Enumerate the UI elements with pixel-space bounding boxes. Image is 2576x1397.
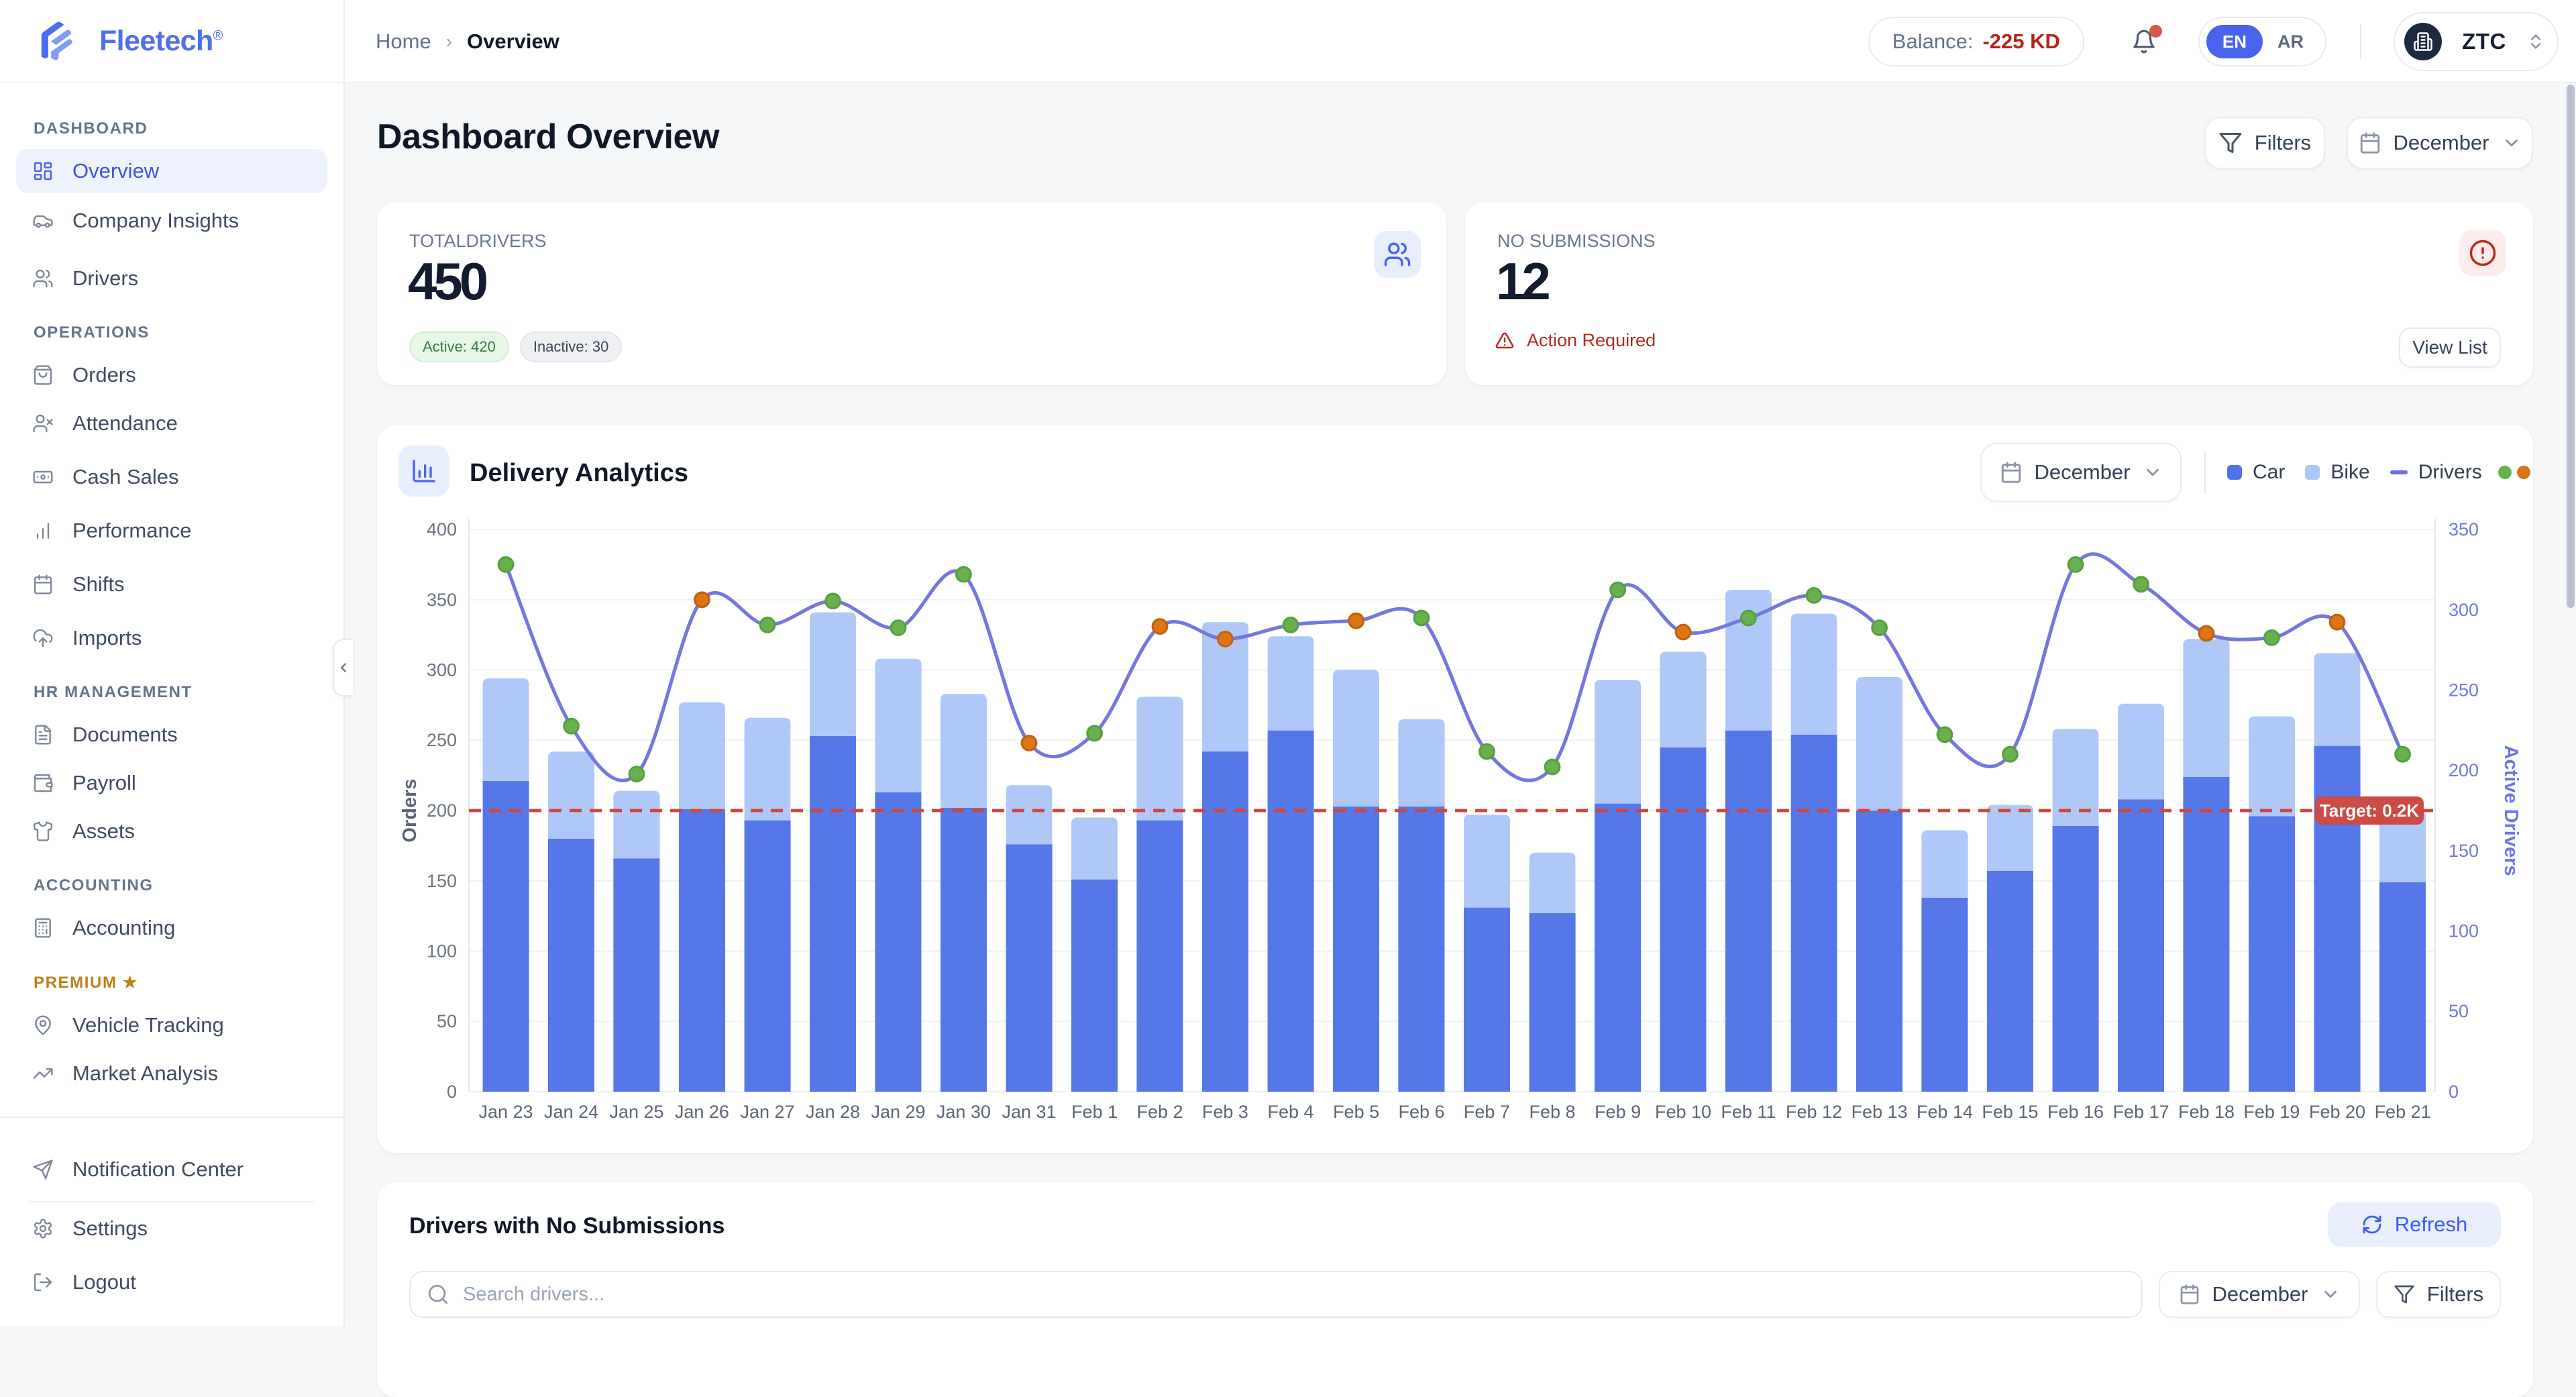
svg-text:Feb 6: Feb 6 bbox=[1398, 1102, 1444, 1122]
svg-text:Feb 2: Feb 2 bbox=[1136, 1102, 1183, 1122]
svg-text:Orders: Orders bbox=[399, 778, 421, 842]
svg-text:Jan 25: Jan 25 bbox=[609, 1102, 663, 1122]
svg-text:Feb 15: Feb 15 bbox=[1982, 1102, 2038, 1122]
svg-text:200: 200 bbox=[2449, 760, 2479, 780]
svg-text:Feb 17: Feb 17 bbox=[2113, 1102, 2169, 1122]
svg-text:Feb 13: Feb 13 bbox=[1851, 1102, 1908, 1122]
svg-text:Jan 24: Jan 24 bbox=[544, 1102, 598, 1122]
svg-text:250: 250 bbox=[2449, 680, 2479, 700]
svg-text:0: 0 bbox=[2449, 1082, 2459, 1102]
svg-text:Jan 23: Jan 23 bbox=[478, 1102, 533, 1122]
svg-text:Feb 8: Feb 8 bbox=[1529, 1102, 1575, 1122]
svg-text:50: 50 bbox=[437, 1011, 457, 1031]
svg-text:300: 300 bbox=[427, 660, 457, 680]
svg-text:Feb 10: Feb 10 bbox=[1655, 1102, 1711, 1122]
svg-text:200: 200 bbox=[427, 800, 457, 821]
svg-text:Feb 4: Feb 4 bbox=[1267, 1102, 1313, 1122]
svg-text:Feb 5: Feb 5 bbox=[1333, 1102, 1379, 1122]
svg-text:150: 150 bbox=[2449, 841, 2479, 861]
svg-text:Feb 9: Feb 9 bbox=[1595, 1102, 1641, 1122]
svg-text:350: 350 bbox=[427, 590, 457, 610]
svg-text:Feb 20: Feb 20 bbox=[2309, 1102, 2365, 1122]
svg-text:Feb 1: Feb 1 bbox=[1071, 1102, 1118, 1122]
svg-text:400: 400 bbox=[427, 519, 457, 539]
svg-text:Jan 30: Jan 30 bbox=[936, 1102, 991, 1122]
svg-text:50: 50 bbox=[2449, 1001, 2469, 1021]
svg-text:150: 150 bbox=[427, 871, 457, 891]
svg-text:250: 250 bbox=[427, 730, 457, 750]
svg-text:Feb 19: Feb 19 bbox=[2243, 1102, 2300, 1122]
svg-text:Jan 27: Jan 27 bbox=[740, 1102, 794, 1122]
svg-text:Target: 0.2K: Target: 0.2K bbox=[2320, 800, 2420, 821]
svg-text:300: 300 bbox=[2449, 600, 2479, 620]
svg-text:Jan 31: Jan 31 bbox=[1002, 1102, 1056, 1122]
svg-text:Feb 12: Feb 12 bbox=[1786, 1102, 1842, 1122]
svg-text:0: 0 bbox=[447, 1082, 457, 1102]
svg-text:100: 100 bbox=[427, 941, 457, 961]
svg-text:Feb 14: Feb 14 bbox=[1917, 1102, 1973, 1122]
svg-text:Jan 26: Jan 26 bbox=[675, 1102, 729, 1122]
svg-text:Jan 29: Jan 29 bbox=[871, 1102, 925, 1122]
svg-text:Feb 3: Feb 3 bbox=[1202, 1102, 1248, 1122]
svg-text:Feb 21: Feb 21 bbox=[2375, 1102, 2431, 1122]
svg-text:350: 350 bbox=[2449, 519, 2479, 539]
svg-text:Jan 28: Jan 28 bbox=[806, 1102, 860, 1122]
svg-text:Feb 11: Feb 11 bbox=[1721, 1102, 1776, 1122]
svg-text:Active Drivers: Active Drivers bbox=[2500, 745, 2522, 876]
svg-text:Feb 18: Feb 18 bbox=[2178, 1102, 2235, 1122]
svg-text:Feb 7: Feb 7 bbox=[1464, 1102, 1510, 1122]
svg-text:100: 100 bbox=[2449, 921, 2479, 941]
svg-text:Feb 16: Feb 16 bbox=[2047, 1102, 2104, 1122]
